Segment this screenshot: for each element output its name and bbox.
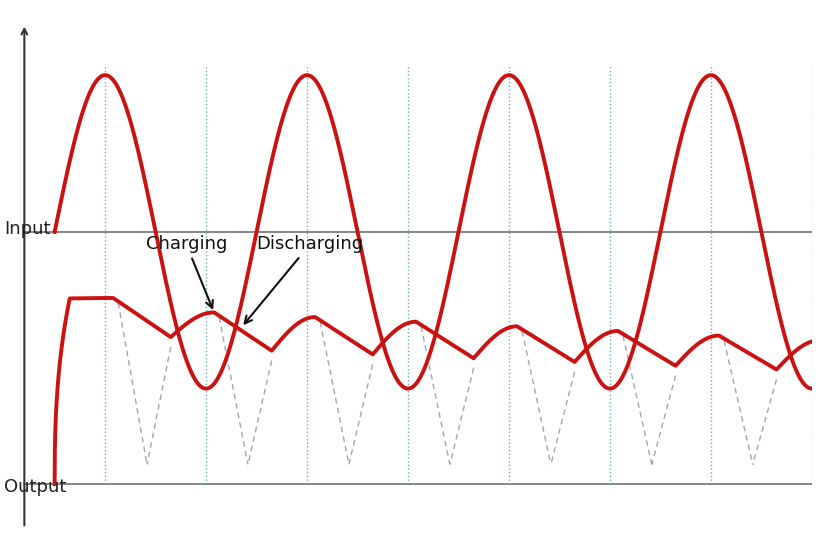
Text: Input: Input <box>4 220 51 238</box>
Text: Discharging: Discharging <box>245 235 364 323</box>
Text: Charging: Charging <box>145 235 227 308</box>
Text: Output: Output <box>4 478 67 496</box>
